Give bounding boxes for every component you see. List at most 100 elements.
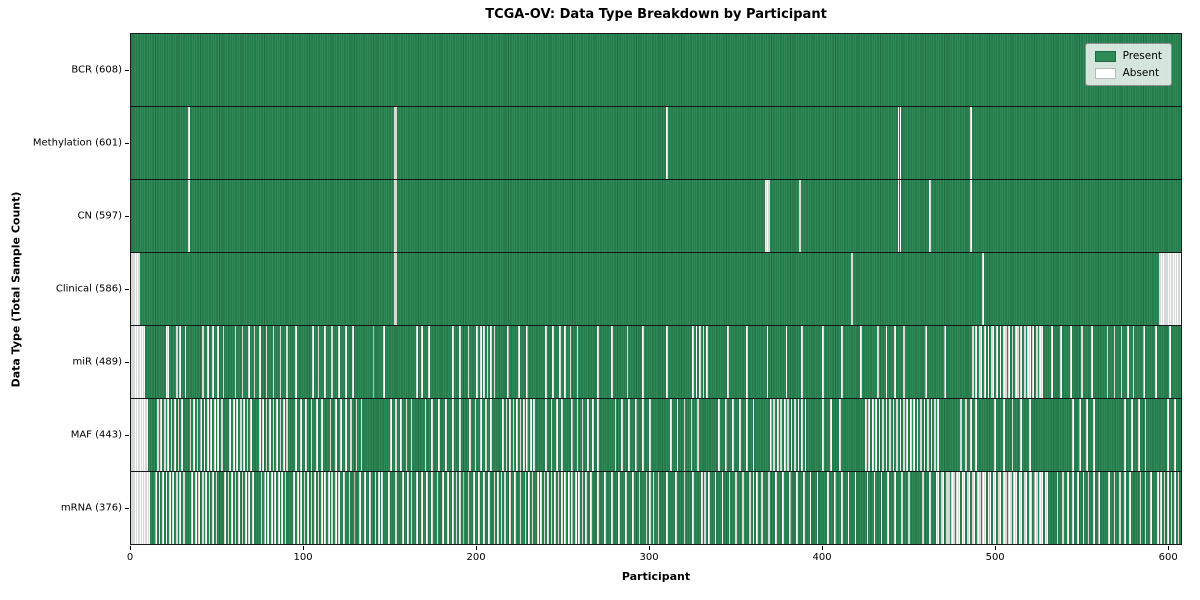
absent-cell <box>692 472 694 544</box>
absent-cell <box>902 326 905 398</box>
x-tick-mark <box>130 546 131 550</box>
absent-cell <box>695 326 698 398</box>
absent-cell <box>231 472 233 544</box>
absent-cell <box>1020 326 1023 398</box>
absent-cell <box>1041 326 1043 398</box>
absent-cell <box>1124 399 1126 471</box>
absent-cell <box>975 326 978 398</box>
absent-cell <box>773 399 776 471</box>
absent-cell <box>1139 472 1142 544</box>
x-tick-label-600: 600 <box>1158 552 1178 563</box>
absent-cell <box>137 253 140 325</box>
y-tick-label-CN: CN (597) <box>77 210 122 222</box>
y-tick-mark <box>125 435 129 437</box>
absent-cell <box>581 399 584 471</box>
absent-cell <box>353 472 356 544</box>
absent-cell <box>902 399 905 471</box>
absent-cell <box>490 326 492 398</box>
absent-cell <box>887 472 890 544</box>
absent-cell <box>395 253 397 325</box>
heatmap-row-BCR <box>131 34 1181 107</box>
absent-cell <box>136 399 138 471</box>
absent-cell <box>324 326 327 398</box>
absent-cell <box>1008 326 1011 398</box>
absent-cell <box>172 472 175 544</box>
absent-cell <box>833 472 836 544</box>
absent-cell <box>1177 472 1180 544</box>
absent-cell <box>864 399 867 471</box>
absent-cell <box>1132 326 1135 398</box>
x-tick-label-500: 500 <box>985 552 1005 563</box>
absent-cell <box>174 399 176 471</box>
absent-cell <box>393 107 396 179</box>
absent-cell <box>1029 399 1031 471</box>
absent-cell <box>927 399 929 471</box>
absent-cell <box>1127 326 1130 398</box>
absent-cell <box>1072 472 1074 544</box>
absent-cell <box>1025 472 1028 544</box>
absent-cell <box>426 472 429 544</box>
absent-cell <box>978 472 981 544</box>
absent-cell <box>547 472 549 544</box>
absent-cell <box>1003 399 1005 471</box>
absent-cell <box>768 180 770 252</box>
absent-cell <box>1035 326 1038 398</box>
absent-cell <box>239 399 242 471</box>
absent-cell <box>885 399 888 471</box>
absent-cell <box>143 472 145 544</box>
absent-cell <box>968 472 971 544</box>
absent-cell <box>683 472 686 544</box>
absent-cell <box>1179 253 1181 325</box>
absent-cell <box>143 326 145 398</box>
absent-cell <box>1018 472 1021 544</box>
absent-cell <box>657 472 660 544</box>
absent-cell <box>296 472 299 544</box>
absent-cell <box>343 472 346 544</box>
absent-cell <box>467 472 470 544</box>
absent-cell <box>944 326 947 398</box>
absent-cell <box>597 326 599 398</box>
absent-cell <box>303 472 306 544</box>
absent-cell <box>576 399 579 471</box>
absent-cell <box>597 472 599 544</box>
absent-cell <box>1092 472 1095 544</box>
absent-cell <box>854 472 857 544</box>
absent-cell <box>206 399 209 471</box>
absent-cell <box>1091 326 1093 398</box>
absent-cell <box>1029 326 1031 398</box>
absent-cell <box>966 472 969 544</box>
absent-cell <box>132 399 135 471</box>
absent-cell <box>987 472 990 544</box>
absent-cell <box>212 472 214 544</box>
absent-cell <box>961 472 964 544</box>
absent-cell <box>735 472 738 544</box>
absent-cell <box>201 326 204 398</box>
absent-cell <box>908 472 910 544</box>
present-swatch-icon <box>1094 50 1116 62</box>
absent-cell <box>1172 253 1175 325</box>
absent-cell <box>338 326 340 398</box>
absent-cell <box>618 472 620 544</box>
absent-cell <box>509 472 511 544</box>
absent-cell <box>189 399 192 471</box>
absent-cell <box>937 399 940 471</box>
absent-cell <box>395 399 397 471</box>
absent-cell <box>205 472 207 544</box>
absent-cell <box>920 399 922 471</box>
absent-cell <box>621 399 624 471</box>
absent-cell <box>1113 326 1116 398</box>
absent-cell <box>768 472 770 544</box>
y-tick-mark <box>125 142 129 144</box>
x-tick-label-200: 200 <box>466 552 486 563</box>
absent-cell <box>707 472 710 544</box>
absent-cell <box>485 399 487 471</box>
absent-cell <box>383 326 385 398</box>
absent-cell <box>1129 472 1131 544</box>
absent-cell <box>504 472 506 544</box>
absent-cell <box>897 107 900 179</box>
plot-area: Present Absent <box>130 33 1182 545</box>
absent-cell <box>462 472 465 544</box>
absent-cell <box>994 472 997 544</box>
absent-cell <box>1144 472 1147 544</box>
